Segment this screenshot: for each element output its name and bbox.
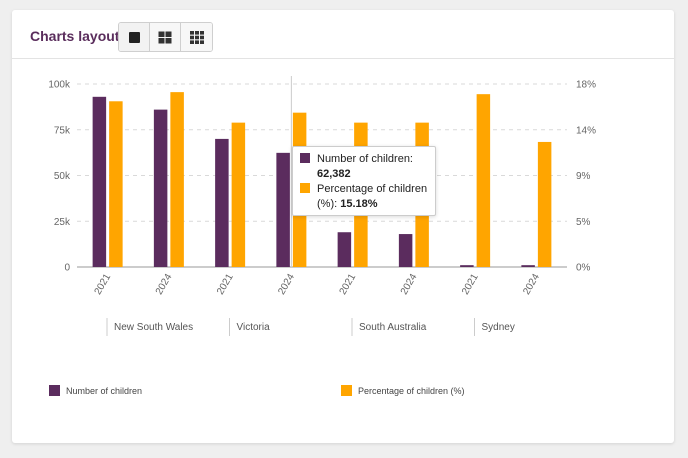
charts-layout-label: Charts layout:	[30, 28, 125, 44]
bar-number-of-children	[276, 152, 290, 267]
tooltip-percentage-prefix: (%):	[317, 198, 341, 210]
layout-button-group	[118, 22, 213, 52]
bar-percentage-of-children	[231, 122, 246, 267]
tooltip-percentage-swatch	[300, 183, 310, 193]
x-axis-tick-label: 2021	[338, 272, 359, 297]
bar-percentage-of-children	[109, 101, 123, 268]
group-label: New South Wales	[114, 322, 193, 333]
legend-item-children[interactable]: Number of children	[49, 385, 142, 396]
tooltip-children-label: Number of children:	[317, 153, 413, 165]
left-axis-tick-label: 50k	[54, 171, 71, 182]
bar-percentage-of-children	[476, 94, 491, 268]
right-axis-tick-label: 9%	[576, 171, 591, 182]
left-axis-tick-label: 75k	[54, 125, 71, 136]
legend-percentage-swatch	[341, 385, 352, 396]
grid-2x2-layout-button[interactable]	[150, 23, 181, 51]
bar-percentage-of-children	[170, 92, 184, 267]
legend-children-swatch	[49, 385, 60, 396]
chart-tooltip: Number of children: 62,382 Percentage of…	[292, 146, 436, 216]
single-layout-icon	[128, 31, 140, 43]
tooltip-children-value: 62,382	[317, 168, 351, 180]
tooltip-children-swatch	[300, 153, 310, 163]
bar-number-of-children	[398, 234, 413, 267]
left-axis-tick-label: 25k	[54, 217, 71, 228]
x-axis-tick-label: 2021	[215, 272, 236, 297]
left-axis-tick-label: 0	[64, 263, 70, 274]
tooltip-percentage-label: Percentage of children	[317, 183, 428, 195]
bar-number-of-children	[215, 138, 229, 267]
legend-item-percentage[interactable]: Percentage of children (%)	[341, 385, 465, 396]
group-label: South Australia	[359, 322, 427, 333]
right-axis-tick-label: 14%	[576, 125, 596, 136]
bar-number-of-children	[92, 96, 107, 267]
tooltip-percentage-value: 15.18%	[340, 198, 378, 210]
right-axis-tick-label: 18%	[576, 80, 596, 91]
chart-toolbar: Charts layout:	[12, 10, 674, 59]
bar-number-of-children	[153, 109, 168, 268]
x-axis-tick-label: 2024	[276, 272, 297, 297]
x-axis-tick-label: 2024	[399, 272, 420, 297]
x-axis-tick-label: 2021	[93, 272, 114, 297]
grid-3x3-layout-icon	[189, 30, 204, 44]
bar-number-of-children	[337, 232, 352, 267]
single-layout-button[interactable]	[119, 23, 150, 51]
legend-percentage-label: Percentage of children (%)	[358, 385, 465, 396]
grid-3x3-layout-button[interactable]	[181, 23, 212, 51]
right-axis-tick-label: 5%	[576, 217, 591, 228]
group-label: Sydney	[482, 322, 515, 333]
left-axis-tick-label: 100k	[48, 80, 71, 91]
bar-number-of-children	[460, 265, 474, 267]
grid-2x2-layout-icon	[158, 31, 172, 43]
x-axis-tick-label: 2021	[460, 272, 481, 297]
group-label: Victoria	[237, 322, 271, 333]
legend-children-label: Number of children	[66, 385, 143, 396]
bar-number-of-children	[521, 265, 535, 267]
right-axis-tick-label: 0%	[576, 263, 591, 274]
x-axis-tick-label: 2024	[521, 272, 542, 297]
x-axis-tick-label: 2024	[154, 272, 175, 297]
bar-percentage-of-children	[537, 141, 552, 267]
